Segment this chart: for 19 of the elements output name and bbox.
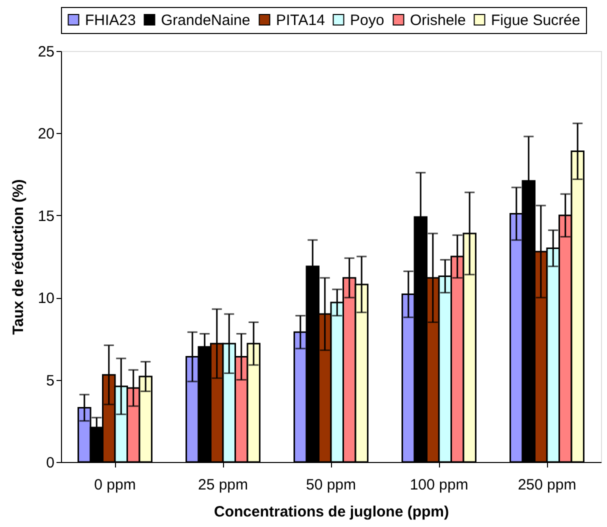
y-tick-label: 0 [46,454,54,472]
y-tick-label: 25 [38,44,54,60]
x-tick-label: 250 ppm [518,476,576,494]
y-tick-label: 15 [38,208,54,225]
y-tick-label: 20 [38,126,54,143]
y-tick-label: 10 [38,290,54,308]
legend-label: GrandeNaine [161,12,250,29]
x-tick-label: 100 ppm [410,476,468,494]
legend-label: PITA14 [276,12,325,29]
x-tick-label: 25 ppm [198,476,248,494]
legend-label: Figue Sucrée [491,12,580,29]
y-tick-label: 5 [46,372,54,390]
x-tick-label: 50 ppm [306,476,356,494]
x-tick-label: 0 ppm [94,476,136,494]
legend-label: Poyo [350,12,384,29]
x-axis-title: Concentrations de juglone (ppm) [214,504,449,520]
y-axis-title: Taux de réduction (%) [10,179,27,335]
legend-label: Orishele [410,12,466,29]
legend-label: FHIA23 [85,12,136,29]
